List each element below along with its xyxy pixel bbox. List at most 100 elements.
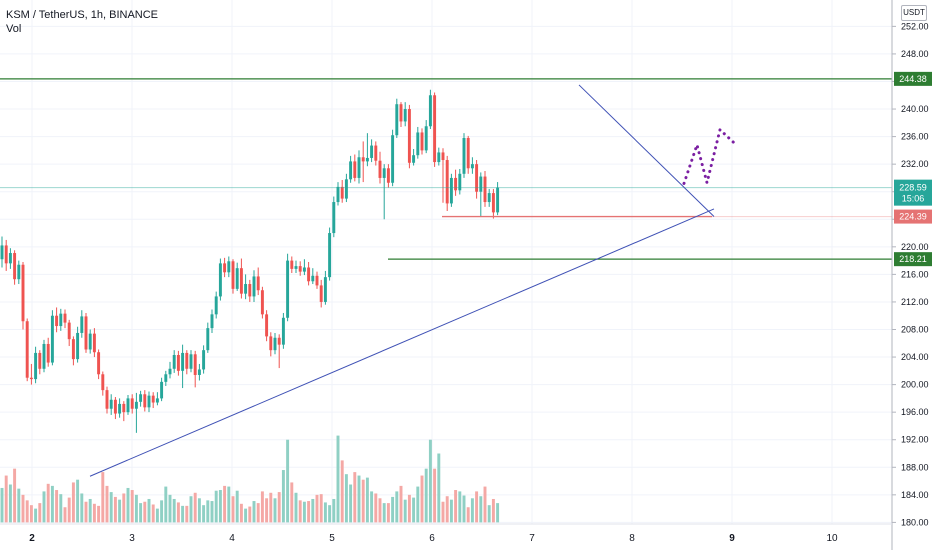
volume-bar: [332, 498, 336, 523]
volume-bar: [475, 491, 479, 523]
candle-body: [76, 332, 80, 360]
level-price-badge: [894, 252, 932, 267]
volume-bar: [29, 505, 33, 523]
y-tick-label: 188.00: [901, 462, 929, 472]
candle-body: [50, 315, 54, 363]
volume-bar: [155, 508, 159, 523]
volume-bar: [134, 494, 138, 523]
volume-bar: [445, 496, 449, 523]
volume-bar: [13, 468, 17, 523]
volume-bar: [336, 435, 340, 523]
volume-bar: [76, 479, 80, 523]
candle-body: [491, 193, 495, 213]
candle-body: [370, 145, 374, 158]
candle-body: [248, 284, 252, 297]
volume-bar: [80, 493, 84, 523]
candle-body: [160, 381, 164, 399]
candle-body: [8, 253, 12, 264]
candle-body: [344, 179, 348, 199]
candle-body: [311, 275, 315, 282]
volume-bar: [281, 470, 285, 523]
volume-bar: [391, 496, 395, 523]
volume-bar: [416, 486, 420, 523]
volume-bar: [403, 499, 407, 523]
candle-body: [80, 316, 84, 333]
candle-body: [433, 95, 437, 163]
candle-body: [449, 177, 453, 204]
volume-bar: [59, 494, 63, 523]
volume-bar: [206, 500, 210, 523]
candle-body: [218, 263, 222, 297]
volume-indicator-label[interactable]: Vol: [6, 23, 22, 35]
countdown-label: 15:06: [902, 194, 925, 204]
candle-body: [42, 343, 46, 369]
volume-bar: [105, 485, 109, 523]
candle-body: [428, 95, 432, 127]
candle-body: [0, 245, 4, 260]
y-tick-label: 232.00: [901, 159, 929, 169]
candle-body: [231, 261, 235, 289]
volume-bar: [470, 498, 474, 523]
volume-bar: [449, 499, 453, 523]
volume-bar: [101, 472, 105, 523]
volume-bar: [382, 503, 386, 523]
candle-body: [17, 264, 21, 280]
candle-body: [202, 350, 206, 370]
candle-body: [487, 193, 491, 203]
candle-body: [252, 276, 256, 297]
y-tick-label: 200.00: [901, 380, 929, 390]
candle-body: [353, 161, 357, 178]
volume-bar: [370, 491, 374, 523]
volume-bar: [269, 492, 273, 523]
chart-legend: KSM / TetherUS, 1h, BINANCE Vol: [6, 8, 158, 36]
candle-body: [470, 164, 474, 169]
candle-body: [395, 104, 399, 136]
candle-body: [328, 233, 332, 278]
candle-body: [189, 354, 193, 369]
symbol-title[interactable]: KSM / TetherUS, 1h, BINANCE: [6, 9, 159, 21]
currency-selector[interactable]: USDT: [901, 5, 927, 21]
volume-bar: [122, 493, 126, 523]
volume-bar: [0, 487, 4, 523]
volume-bar: [88, 498, 92, 523]
candle-body: [496, 187, 500, 213]
candle-body: [214, 296, 218, 315]
candle-body: [223, 263, 227, 273]
volume-bar: [172, 498, 176, 523]
volume-bar: [176, 502, 180, 523]
candle-body: [235, 268, 239, 289]
x-tick-label: 4: [229, 533, 235, 544]
time-axis[interactable]: 2 3 4 5 6 7 8 9 10: [29, 533, 838, 544]
volume-bar: [197, 498, 201, 523]
candle-body: [172, 354, 176, 369]
price-axis[interactable]: 180.00 184.00 188.00 192.00 196.00 200.00 204.…: [892, 21, 929, 527]
candle-body: [97, 352, 101, 375]
volume-bar: [143, 501, 147, 523]
candle-body: [315, 275, 319, 286]
volume-bar: [433, 468, 437, 523]
candle-body: [403, 109, 407, 122]
volume-bar: [420, 475, 424, 523]
candle-body: [206, 328, 210, 351]
candle-body: [227, 261, 231, 273]
volume-bar: [290, 482, 294, 523]
volume-bar: [248, 506, 252, 523]
volume-bar: [55, 490, 59, 523]
volume-bar: [378, 498, 382, 523]
candle-body: [155, 398, 159, 403]
candle-body: [176, 354, 180, 371]
candle-body: [122, 403, 126, 413]
volume-bar: [210, 501, 214, 523]
volume-bar: [46, 483, 50, 523]
volume-bar: [202, 505, 206, 523]
candle-body: [143, 394, 147, 408]
candle-body: [407, 109, 411, 163]
volume-bar: [328, 505, 332, 523]
candle-body: [244, 284, 248, 294]
volume-bar: [67, 497, 71, 523]
trendline: [578, 84, 715, 217]
candle-body: [34, 352, 38, 380]
candle-body: [4, 245, 8, 264]
volume-bar: [344, 474, 348, 523]
